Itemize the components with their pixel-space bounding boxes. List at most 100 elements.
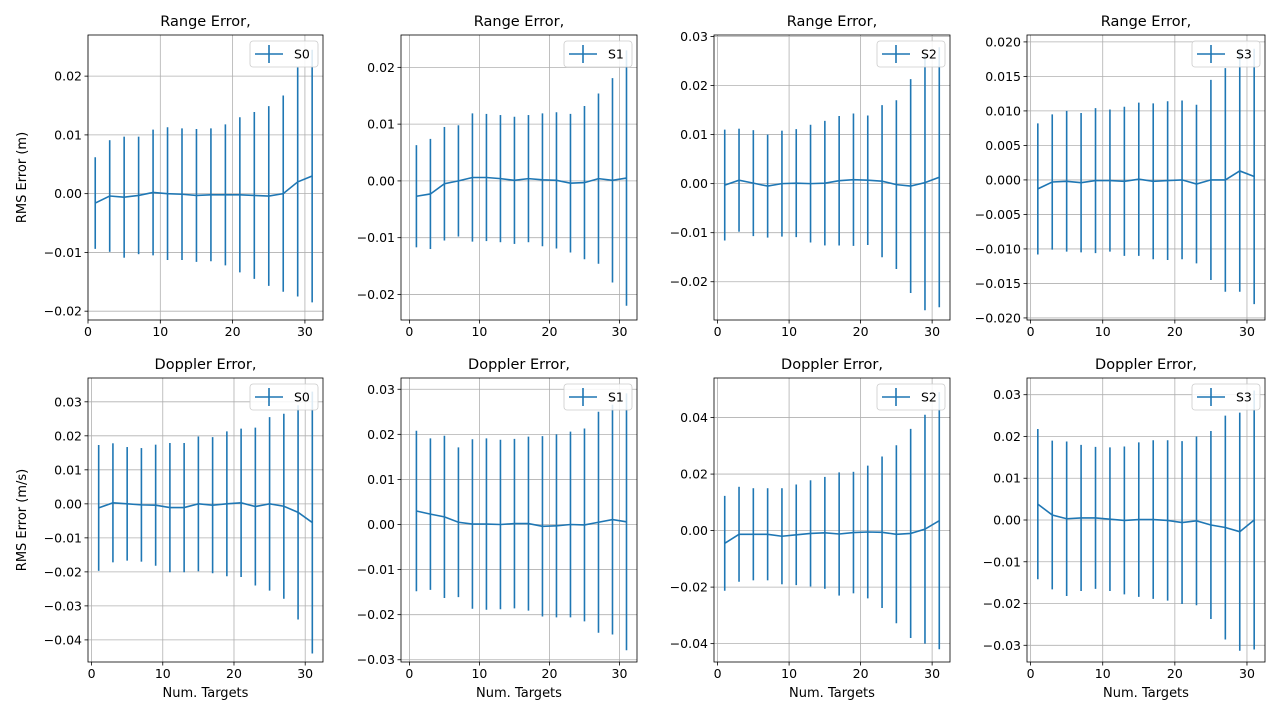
- y-tick-label: −0.04: [44, 632, 82, 647]
- panel-title: Doppler Error,: [1095, 357, 1197, 373]
- x-tick-label: 10: [471, 324, 487, 339]
- y-tick-label: −0.02: [44, 304, 82, 319]
- series: [97, 391, 314, 654]
- x-tick-label: 0: [1027, 666, 1035, 681]
- legend-label: S0: [294, 390, 310, 405]
- x-axis-label: Num. Targets: [1103, 686, 1189, 701]
- y-tick-label: 0.00: [54, 496, 82, 511]
- series: [1037, 48, 1255, 305]
- legend-box: [249, 383, 319, 411]
- x-tick-label: 0: [714, 666, 722, 681]
- series-line: [1037, 170, 1255, 190]
- y-tick-label: −0.01: [357, 230, 395, 245]
- y-tick-label: 0.015: [985, 69, 1021, 84]
- panel-title: Doppler Error,: [468, 357, 570, 373]
- x-tick-label: 30: [1239, 666, 1255, 681]
- legend-box: [1191, 40, 1261, 68]
- series-line: [416, 176, 627, 198]
- legend-label: S3: [1236, 47, 1252, 62]
- y-tick-label: 0.01: [367, 117, 395, 132]
- x-tick-label: 20: [225, 324, 241, 339]
- x-tick-label: 30: [612, 324, 628, 339]
- x-tick-label: 20: [853, 324, 869, 339]
- legend: S1: [563, 40, 633, 68]
- panel: 0 10 20 30 −0.02 −0.01 0.00 0.01 0.02 Range Error…: [15, 14, 324, 339]
- x-tick-label: 10: [781, 324, 797, 339]
- y-tick-label: 0.00: [680, 176, 708, 191]
- legend: S0: [249, 383, 319, 411]
- x-tick-label: 20: [542, 666, 558, 681]
- y-tick-label: 0.00: [367, 173, 395, 188]
- y-tick-label: −0.02: [983, 596, 1021, 611]
- legend-box: [1191, 383, 1261, 411]
- series-line: [724, 520, 940, 544]
- y-tick-label: 0.02: [680, 78, 708, 93]
- axes-frame: [713, 34, 951, 321]
- y-axis-label: RMS Error (m): [15, 132, 30, 223]
- legend-box: [563, 383, 633, 411]
- y-tick-label: 0.00: [54, 186, 82, 201]
- y-tick-label: −0.03: [44, 598, 82, 613]
- x-axis-label: Num. Targets: [476, 686, 562, 701]
- axes-frame: [87, 377, 324, 663]
- series: [415, 393, 628, 651]
- y-tick-label: 0.03: [680, 29, 708, 44]
- x-tick-label: 10: [1095, 666, 1111, 681]
- y-tick-label: −0.020: [975, 310, 1021, 325]
- y-tick-label: 0.005: [985, 138, 1021, 153]
- y-tick-label: −0.02: [44, 564, 82, 579]
- y-axis-label: RMS Error (m/s): [15, 469, 30, 571]
- x-tick-label: 0: [405, 666, 413, 681]
- y-tick-label: −0.01: [983, 554, 1021, 569]
- y-tick-label: −0.01: [357, 562, 395, 577]
- x-tick-label: 10: [781, 666, 797, 681]
- y-tick-label: −0.04: [670, 636, 708, 651]
- y-tick-label: −0.03: [357, 652, 395, 667]
- legend: S2: [876, 40, 946, 68]
- y-tick-label: 0.00: [367, 517, 395, 532]
- panel-title: Doppler Error,: [781, 357, 883, 373]
- legend-box: [876, 40, 946, 68]
- panel-title: Doppler Error,: [155, 357, 257, 373]
- y-tick-label: 0.00: [680, 523, 708, 538]
- y-tick-label: −0.02: [357, 287, 395, 302]
- x-tick-label: 0: [405, 324, 413, 339]
- legend: S0: [249, 40, 319, 68]
- panel: 0 10 20 30 −0.020 −0.015 −0.010 −0.005 0.000 0.00…: [975, 14, 1266, 339]
- y-tick-label: 0.02: [367, 60, 395, 75]
- series: [94, 49, 313, 303]
- axes-frame: [400, 34, 638, 321]
- x-tick-label: 0: [84, 324, 92, 339]
- legend-label: S1: [608, 390, 624, 405]
- series-line: [94, 175, 313, 204]
- y-tick-label: 0.01: [54, 127, 82, 142]
- panel-title: Range Error,: [787, 14, 878, 30]
- y-tick-label: 0.02: [54, 69, 82, 84]
- x-tick-label: 20: [1167, 324, 1183, 339]
- y-tick-label: −0.01: [44, 245, 82, 260]
- axes-frame: [713, 377, 951, 663]
- legend: S1: [563, 383, 633, 411]
- series-line: [416, 510, 627, 528]
- legend-label: S2: [921, 390, 937, 405]
- legend-label: S2: [921, 47, 937, 62]
- y-tick-label: 0.010: [985, 103, 1021, 118]
- legend-label: S3: [1236, 390, 1252, 405]
- x-axis-label: Num. Targets: [789, 686, 875, 701]
- y-tick-label: 0.00: [993, 513, 1021, 528]
- legend-box: [563, 40, 633, 68]
- x-tick-label: 10: [1095, 324, 1111, 339]
- legend-box: [249, 40, 319, 68]
- x-tick-label: 30: [924, 666, 940, 681]
- panel-title: Range Error,: [474, 14, 565, 30]
- x-axis-label: Num. Targets: [163, 686, 249, 701]
- series-line: [98, 502, 313, 524]
- axes-frame: [400, 377, 638, 663]
- y-tick-label: −0.01: [44, 530, 82, 545]
- legend: S2: [876, 383, 946, 411]
- panel: 0 10 20 30 −0.02 −0.01 0.00 0.01 0.02 Range Error…: [357, 14, 638, 339]
- axes-frame: [1026, 34, 1266, 321]
- y-tick-label: 0.03: [367, 382, 395, 397]
- series-line: [724, 176, 940, 187]
